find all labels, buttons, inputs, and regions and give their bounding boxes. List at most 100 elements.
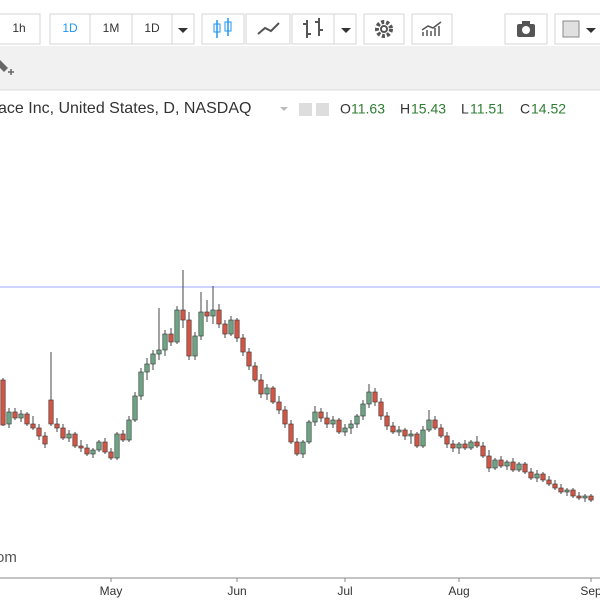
x-tick-label: Aug bbox=[448, 584, 469, 598]
candle-body bbox=[366, 391, 372, 405]
watermark: om bbox=[0, 549, 17, 566]
candle-body bbox=[186, 319, 192, 357]
candle-body bbox=[468, 441, 474, 449]
icon bbox=[303, 18, 323, 38]
candle-body bbox=[288, 423, 294, 443]
settings-button[interactable] bbox=[363, 13, 405, 45]
candle-body bbox=[570, 489, 576, 497]
candle-body bbox=[480, 445, 486, 457]
ohlc: O 11.63 H 15.43 L 11.51 C 14.52 bbox=[340, 101, 566, 117]
candle-body bbox=[414, 433, 420, 447]
candle-body bbox=[222, 323, 228, 335]
candle-body bbox=[18, 413, 24, 419]
icon bbox=[421, 21, 442, 36]
toolbar: 1h 1D 1M 1D bbox=[0, 13, 600, 75]
plot: May Jun Jul Aug Sep bbox=[0, 270, 600, 598]
button[interactable] bbox=[131, 13, 173, 45]
candle-body bbox=[192, 335, 198, 357]
candle-body bbox=[342, 427, 348, 433]
candle-body bbox=[132, 395, 138, 421]
candle-body bbox=[96, 441, 102, 451]
candle-body bbox=[66, 433, 72, 439]
candle-body bbox=[324, 417, 330, 425]
ohlc-label: L bbox=[461, 101, 469, 117]
interval[interactable]: 1M bbox=[103, 21, 120, 35]
candle-body bbox=[462, 443, 468, 449]
candle-body bbox=[6, 411, 12, 425]
candle-body bbox=[576, 495, 582, 499]
candle-body bbox=[474, 441, 480, 447]
candle-body bbox=[426, 419, 432, 431]
candle-body bbox=[300, 441, 306, 455]
candle-body bbox=[252, 365, 258, 381]
candle-body bbox=[558, 487, 564, 493]
candle-body bbox=[48, 399, 54, 425]
icon bbox=[522, 26, 530, 34]
icon bbox=[216, 18, 229, 38]
candle-body bbox=[546, 479, 552, 485]
candle-body bbox=[330, 419, 336, 425]
ohlc-value: 14.52 bbox=[531, 101, 566, 117]
icon[interactable] bbox=[316, 103, 329, 116]
x-tick-label: Jun bbox=[227, 584, 246, 598]
ohlc-label: O bbox=[340, 101, 351, 117]
candle-body bbox=[534, 473, 540, 479]
candle-body bbox=[258, 379, 264, 395]
candle-body bbox=[420, 429, 426, 447]
candle-body bbox=[60, 427, 66, 439]
candle-body bbox=[564, 489, 570, 493]
interval[interactable]: 1h bbox=[12, 21, 25, 35]
candle-body bbox=[294, 441, 300, 455]
candle-body bbox=[378, 401, 384, 417]
candles-button[interactable] bbox=[201, 13, 245, 45]
candle-body bbox=[24, 413, 30, 425]
candle-body bbox=[588, 495, 594, 501]
candle-body bbox=[156, 349, 162, 355]
candle-body bbox=[306, 421, 312, 443]
candle-body bbox=[246, 351, 252, 367]
ohlc-value: 11.63 bbox=[351, 101, 385, 117]
candle-body bbox=[444, 435, 450, 445]
candle-body bbox=[408, 433, 414, 437]
candle-body bbox=[150, 353, 156, 365]
candle-body bbox=[84, 447, 90, 455]
candle-body bbox=[396, 429, 402, 433]
icon bbox=[522, 21, 530, 25]
interval[interactable]: 1D bbox=[144, 21, 160, 35]
icon[interactable] bbox=[299, 103, 312, 116]
candle-body bbox=[336, 419, 342, 433]
bars-button[interactable] bbox=[291, 13, 335, 45]
candle-body bbox=[102, 441, 108, 453]
indicators-button[interactable] bbox=[411, 13, 453, 45]
candle-body bbox=[450, 443, 456, 449]
candle-body bbox=[522, 463, 528, 473]
candle-body bbox=[198, 311, 204, 337]
candle-body bbox=[120, 433, 126, 441]
candle-body bbox=[54, 423, 60, 429]
candle-body bbox=[30, 423, 36, 429]
candle-body bbox=[228, 319, 234, 335]
drawing-icon[interactable] bbox=[0, 60, 8, 72]
button[interactable] bbox=[0, 13, 41, 45]
ohlc-value: 11.51 bbox=[470, 101, 504, 117]
ohlc-label: H bbox=[400, 101, 410, 117]
icon bbox=[380, 25, 388, 33]
candle-body bbox=[36, 427, 42, 437]
icon bbox=[562, 20, 580, 38]
button[interactable] bbox=[89, 13, 133, 45]
caret bbox=[341, 28, 351, 33]
candle-body bbox=[108, 451, 114, 459]
ohlc-value: 15.43 bbox=[411, 101, 446, 117]
candle-body bbox=[504, 461, 510, 467]
candle-body bbox=[552, 483, 558, 489]
candle-body bbox=[204, 311, 210, 317]
candle-body bbox=[270, 387, 276, 403]
candle-body bbox=[276, 401, 282, 411]
interval[interactable]: 1D bbox=[62, 21, 78, 35]
candle-body bbox=[216, 309, 222, 325]
candle-body bbox=[234, 319, 240, 339]
icon bbox=[213, 23, 221, 33]
candle-body bbox=[510, 461, 516, 471]
ohlc-label: C bbox=[520, 101, 530, 117]
